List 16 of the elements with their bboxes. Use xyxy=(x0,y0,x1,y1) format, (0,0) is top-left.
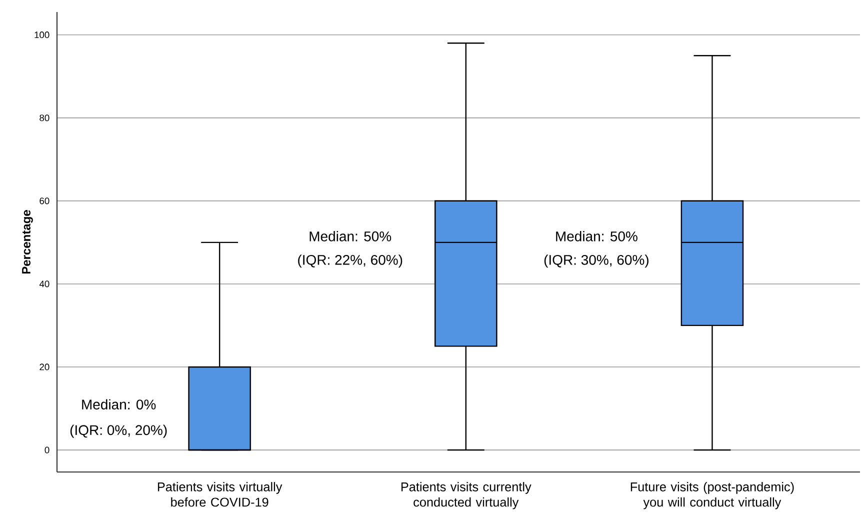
annotation: (IQR: 0%, 20%) xyxy=(70,424,167,438)
x-tick-label: Patients visits currently conducted virtually xyxy=(401,482,532,510)
y-tick-label: 80 xyxy=(40,114,50,122)
y-axis-title: Percentage xyxy=(22,210,33,274)
y-tick-label: 100 xyxy=(34,32,50,38)
y-tick-label: 20 xyxy=(40,364,50,370)
x-tick-label: Patients visits virtually before COVID-19 xyxy=(158,482,282,507)
y-tick-label: 60 xyxy=(40,198,50,204)
annotation: (IQR: 30%, 60%) xyxy=(544,254,648,268)
annotation: (IQR: 22%, 60%) xyxy=(298,254,402,268)
annotation: Median: 0% xyxy=(82,399,156,410)
annotation: Median: 50% xyxy=(556,231,638,242)
x-tick-label: Future visits (post-pandemic) you will conduct virtually xyxy=(630,482,794,510)
y-tick-label: 40 xyxy=(39,280,50,288)
annotation: Median: 50% xyxy=(310,231,392,242)
y-tick-label: 0 xyxy=(44,446,50,454)
